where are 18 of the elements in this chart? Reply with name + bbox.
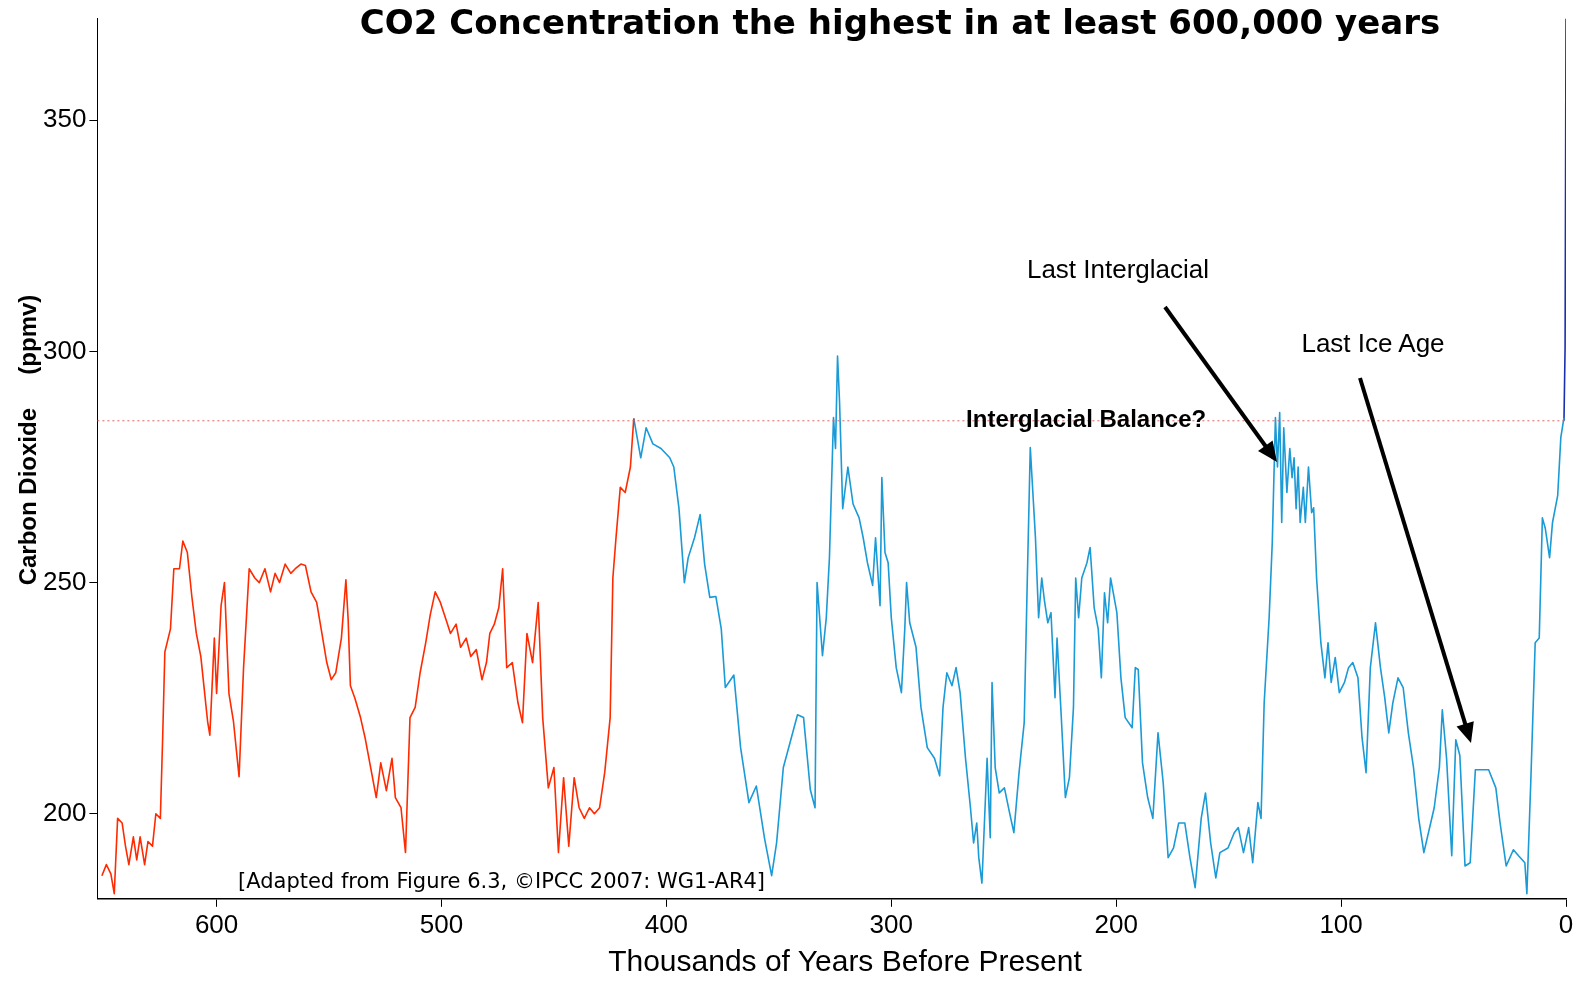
- annotation: Last Interglacial: [1026, 253, 1210, 285]
- y-tick-label: 200: [42, 796, 87, 827]
- x-tick-label: 500: [419, 908, 464, 939]
- y-tick-label: 350: [42, 103, 87, 134]
- y-axis-title: Carbon Dioxide (ppmv): [14, 294, 42, 586]
- x-tick-label: 600: [194, 908, 239, 939]
- x-axis-title: Thousands of Years Before Present: [607, 944, 1083, 978]
- annotation: Last Ice Age: [1301, 327, 1445, 359]
- x-tick-label: 100: [1319, 908, 1363, 939]
- ref-line-label: Interglacial Balance?: [966, 405, 1207, 433]
- x-tick-label: 400: [644, 908, 689, 939]
- y-tick-label: 300: [42, 334, 87, 365]
- annotation: [Adapted from Figure 6.3, ©IPCC 2007: WG1-AR4]: [238, 868, 766, 893]
- x-tick-label: 0: [1558, 908, 1574, 939]
- x-tick-label: 300: [869, 908, 913, 939]
- y-tick-label: 250: [42, 565, 87, 596]
- chart-title: CO2 Concentration the highest in at least 600,000 years: [358, 2, 1442, 42]
- x-tick-label: 200: [1094, 908, 1138, 939]
